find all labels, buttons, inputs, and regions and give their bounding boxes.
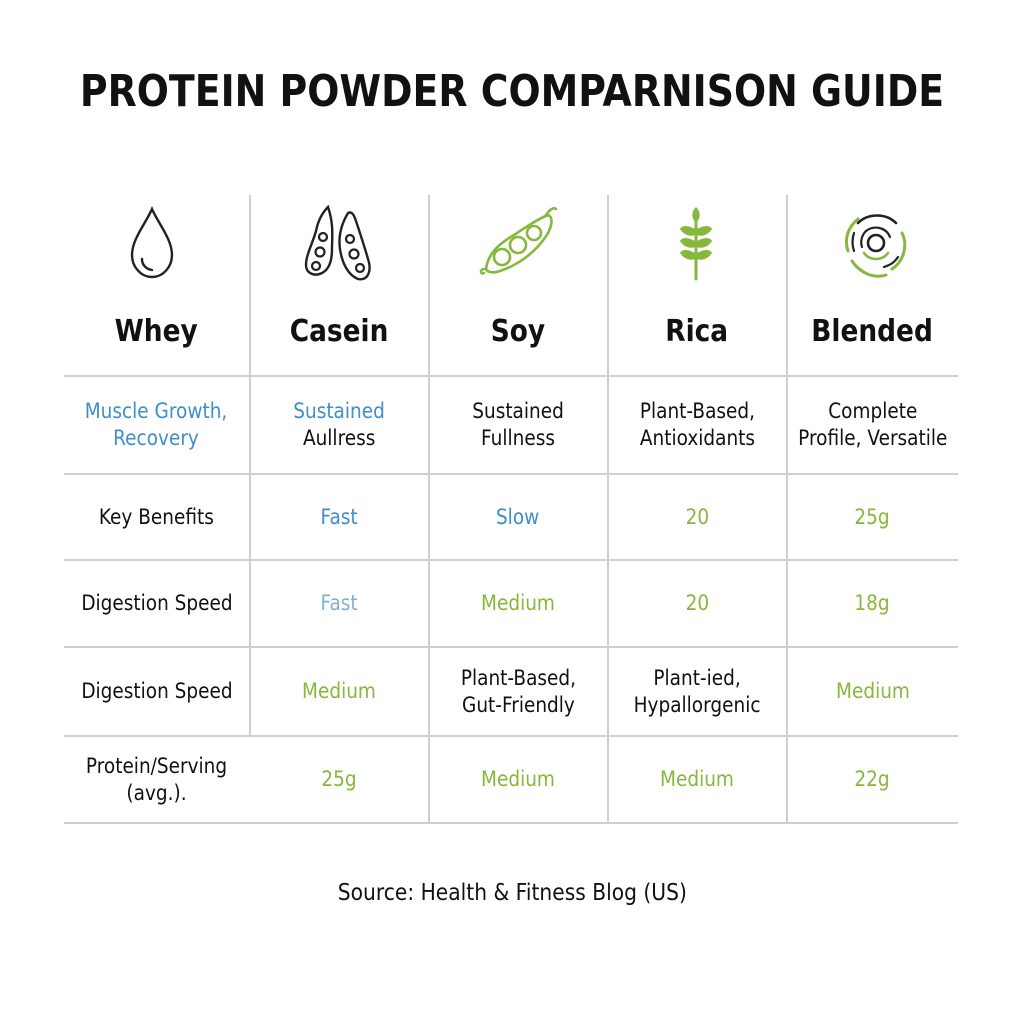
page-title: PROTEIN POWDER COMPARNISON GUIDE [79,66,945,117]
table-cell: 20 [685,504,709,529]
table-cell: Fast [320,504,358,529]
row-label: Digestion Speed [80,591,233,615]
pea-pod-icon [479,206,558,275]
table-cell: Muscle Growth, Recovery [85,399,228,450]
column-header-blended: Blended [811,313,934,349]
table-cell: 22g [854,767,891,791]
table-cell: Plant-Based, Antioxidants [639,399,755,450]
row-divider [64,473,958,475]
wheat-icon [680,207,712,281]
column-divider [786,195,788,824]
table-cell: 18g [854,591,891,615]
table-cell: Fast [320,591,358,615]
table-cell: 20 [685,591,709,615]
row-divider [64,735,958,737]
swirl-blend-icon [844,214,907,278]
row-label: Digestion Speed [80,679,233,703]
table-cell: Medium [835,679,910,703]
table-cell: Medium [660,767,734,791]
column-header-casein: Casein [289,313,389,349]
column-divider [428,195,430,824]
table-cell: Medium [481,767,555,791]
column-divider [249,195,251,737]
column-header-soy: Soy [490,313,546,349]
column-header-rica: Rica [665,313,729,349]
source-caption: Source: Health & Fitness Blog (US) [337,880,687,906]
column-header-whey: Whey [114,313,199,349]
table-cell: Plant-ied, Hypallorgenic [633,665,761,717]
comparison-table: Whey Casein Soy Rica Blended Muscle Grow… [64,195,958,825]
water-drop-icon [130,205,174,279]
row-divider [64,822,958,824]
row-divider [64,646,958,648]
table-cell: Sustained Aullress [293,399,385,450]
table-cell: 25g [321,767,357,791]
table-cell: 25g [854,504,891,529]
table-cell: Plant-Based, Gut-Friendly [460,665,576,717]
column-divider [607,195,609,824]
table-cell: Complete Profile, Versatile [797,399,948,450]
table-cell: Slow [496,504,540,529]
table-cell: Medium [481,591,555,615]
table-cell: Medium [302,679,376,703]
bean-pods-icon [304,204,371,281]
table-cell: Sustained Fullness [472,399,564,450]
row-label: Protein/Serving (avg.). [85,753,228,805]
row-label: Key Benefits [98,504,215,529]
row-divider [64,559,958,561]
row-divider [64,375,958,377]
